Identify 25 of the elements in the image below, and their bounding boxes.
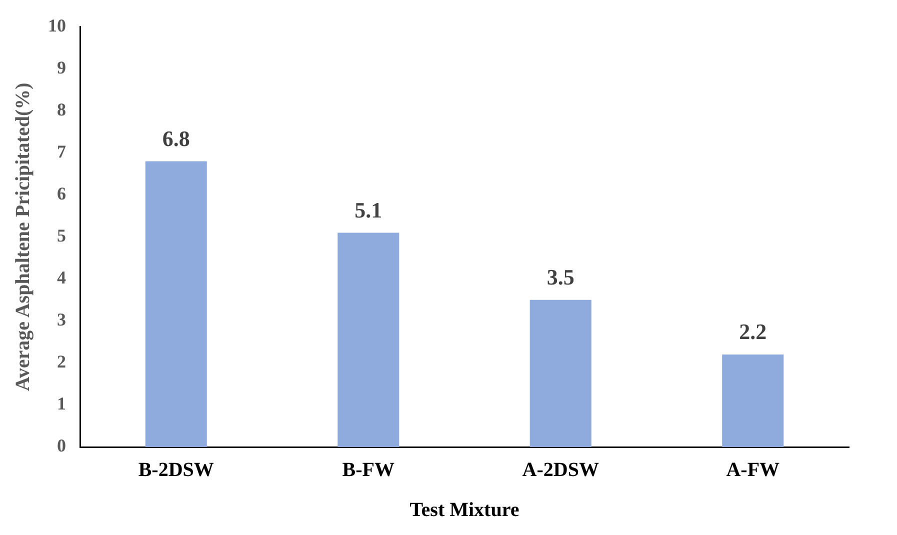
y-tick-label: 1 [57, 394, 66, 414]
y-tick-label: 5 [57, 226, 66, 246]
x-tick-label: A-2DSW [522, 459, 599, 482]
y-tick-label: 7 [57, 142, 66, 162]
data-label: 3.5 [546, 264, 574, 290]
bar [145, 161, 207, 447]
y-tick-label: 4 [57, 268, 66, 288]
y-tick-label: 3 [57, 310, 66, 330]
bar [530, 300, 592, 447]
x-axis-title: Test Mixture [410, 499, 520, 522]
y-tick-label: 9 [57, 57, 66, 78]
x-tick-label: A-FW [726, 459, 780, 482]
data-label: 2.2 [739, 319, 767, 344]
bar [722, 354, 784, 447]
y-tick-label: 2 [57, 352, 66, 372]
bar [338, 232, 400, 447]
data-label: 5.1 [354, 197, 382, 222]
y-tick-label: 6 [57, 184, 66, 204]
y-tick-label: 0 [57, 436, 66, 456]
x-tick-label: B-2DSW [138, 459, 214, 482]
y-tick-label: 8 [57, 99, 66, 120]
x-tick-label: B-FW [342, 459, 394, 482]
data-label: 6.8 [162, 126, 190, 151]
y-tick-label: 10 [48, 15, 66, 36]
y-axis-title: Average Asphaltene Pricipitated(%) [12, 82, 34, 392]
